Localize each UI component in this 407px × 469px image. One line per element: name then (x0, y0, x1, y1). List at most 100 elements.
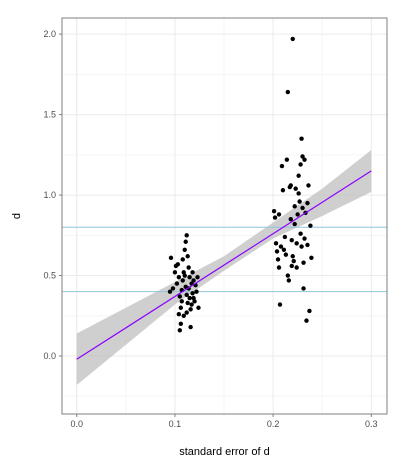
data-point (292, 221, 297, 227)
data-point (196, 305, 201, 310)
data-point (184, 310, 189, 315)
x-tick-label: 0.3 (365, 419, 378, 429)
regression-line-layer (76, 170, 372, 360)
data-point (167, 289, 173, 294)
data-point (308, 223, 313, 228)
data-point (294, 265, 299, 270)
data-point (181, 270, 186, 275)
data-point (177, 294, 183, 299)
data-point (189, 302, 194, 307)
data-point (276, 265, 282, 270)
data-point (290, 254, 295, 259)
data-point (300, 205, 305, 211)
data-point (285, 89, 291, 95)
regression-line (76, 170, 372, 360)
data-point (297, 199, 302, 204)
data-point (292, 204, 297, 209)
data-point (186, 265, 191, 270)
data-point (300, 154, 305, 159)
x-tick-label: 0.0 (70, 419, 83, 429)
data-point (289, 263, 294, 269)
data-point (185, 254, 190, 259)
y-tick-label: 1.0 (43, 190, 56, 200)
data-point (301, 286, 306, 291)
data-point (294, 241, 299, 246)
y-tick-label: 2.0 (43, 29, 56, 39)
data-point (273, 241, 279, 246)
data-point (296, 191, 301, 196)
y-tick-label: 0.5 (43, 271, 56, 281)
data-point (306, 183, 311, 188)
data-points-layer (167, 36, 314, 333)
data-point (170, 286, 176, 291)
data-point (305, 242, 310, 248)
reference-lines-layer (62, 226, 387, 293)
data-point (190, 291, 195, 296)
data-point (309, 255, 314, 261)
data-point (298, 162, 303, 167)
data-point (284, 157, 290, 162)
data-point (296, 173, 301, 178)
data-point (282, 234, 288, 240)
data-point (184, 292, 189, 298)
data-point (286, 278, 292, 283)
data-point (187, 295, 192, 301)
data-point (188, 324, 193, 330)
data-point (176, 311, 182, 317)
data-point (283, 252, 289, 257)
data-point (298, 231, 303, 236)
data-point (302, 157, 307, 162)
data-point (289, 237, 294, 243)
data-point (184, 233, 189, 238)
data-point (274, 249, 280, 254)
data-point (302, 236, 307, 241)
y-axis-ticks: 0.0 0.5 1.0 1.5 2.0 (43, 29, 62, 361)
data-point (279, 163, 285, 169)
data-point (280, 188, 286, 193)
data-point (180, 257, 185, 262)
data-point (304, 318, 309, 323)
data-point (180, 278, 185, 283)
y-axis-label: d (11, 213, 23, 219)
data-point (187, 274, 192, 280)
data-point (288, 183, 293, 188)
data-point (191, 278, 196, 283)
data-point (293, 186, 298, 191)
data-point (195, 274, 200, 280)
data-point (285, 273, 291, 278)
data-point (174, 281, 180, 286)
data-point (191, 295, 196, 301)
y-tick-label: 0.0 (43, 351, 56, 361)
x-axis-ticks: 0.0 0.1 0.2 0.3 (70, 414, 378, 429)
x-tick-label: 0.1 (169, 419, 182, 429)
data-point (299, 136, 304, 141)
data-point (182, 247, 187, 253)
data-point (275, 257, 281, 262)
data-point (183, 239, 188, 244)
panel-border (61, 17, 388, 415)
data-point (185, 300, 190, 306)
data-point (271, 208, 277, 214)
data-point (178, 305, 184, 310)
data-point (190, 270, 195, 275)
data-point (181, 313, 186, 319)
data-point (290, 36, 295, 42)
data-point (276, 212, 282, 217)
data-point (278, 244, 284, 249)
data-point (175, 262, 181, 267)
data-point (305, 200, 310, 206)
data-point (281, 247, 287, 253)
data-point (299, 244, 304, 249)
x-axis-label: standard error of d (179, 446, 270, 458)
x-tick-label: 0.2 (267, 419, 280, 429)
data-point (277, 302, 283, 307)
data-point (301, 260, 306, 265)
data-point (295, 212, 300, 217)
data-point (177, 328, 183, 333)
data-point (188, 307, 193, 312)
data-point (172, 270, 178, 275)
y-tick-label: 1.5 (43, 110, 56, 120)
confidence-band-layer (76, 150, 372, 386)
data-point (178, 321, 184, 327)
